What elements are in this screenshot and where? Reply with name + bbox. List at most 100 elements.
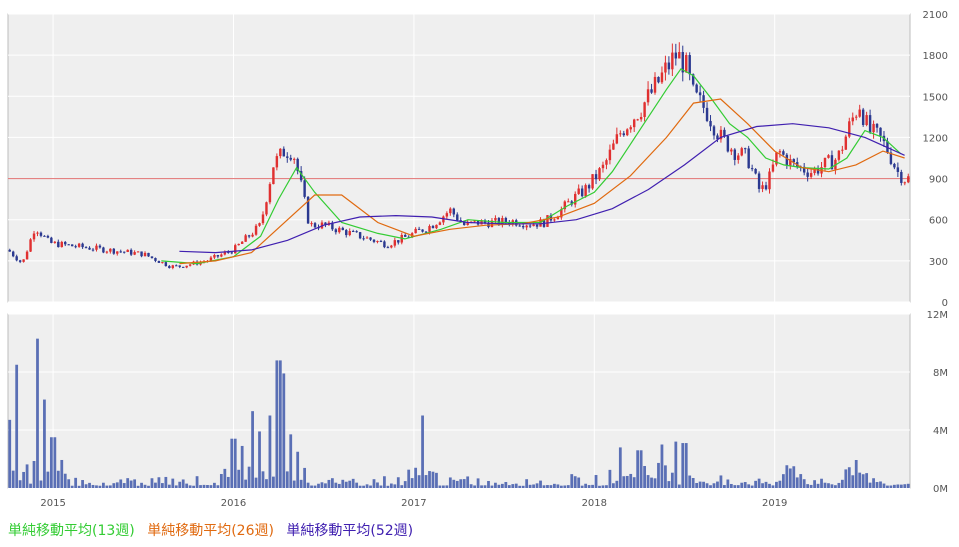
candle-body xyxy=(417,228,421,230)
volume-bar xyxy=(820,478,823,488)
volume-plot-area xyxy=(7,313,911,489)
legend-ma26: 単純移動平均(26週) xyxy=(147,523,274,539)
volume-bar xyxy=(535,483,539,488)
candle-body xyxy=(185,265,188,268)
volume-bar xyxy=(133,479,137,488)
volume-bar xyxy=(417,475,421,488)
candle-body xyxy=(841,149,844,151)
volume-bar xyxy=(781,474,785,488)
volume-y-tick-label: 8M xyxy=(933,368,948,379)
candle-body xyxy=(594,174,598,180)
candle-body xyxy=(230,252,233,254)
volume-bar xyxy=(337,483,341,488)
volume-bar xyxy=(549,485,553,488)
candle-body xyxy=(445,213,449,217)
volume-bar xyxy=(150,478,154,488)
volume-bar xyxy=(209,485,213,488)
candle-body xyxy=(646,89,650,103)
volume-bar xyxy=(393,484,397,488)
volume-bar xyxy=(88,482,91,488)
candle-body xyxy=(816,167,820,174)
candle-body xyxy=(237,243,240,246)
candle-body xyxy=(29,239,32,252)
candle-body xyxy=(785,154,789,166)
candle-body xyxy=(643,102,646,117)
volume-bar xyxy=(306,482,310,488)
candle-body xyxy=(119,251,122,253)
volume-bar xyxy=(223,468,227,488)
volume-bar xyxy=(216,485,220,488)
candle-body xyxy=(313,223,317,228)
candle-body xyxy=(896,167,900,172)
volume-bar xyxy=(421,415,424,488)
candle-body xyxy=(456,214,459,221)
candle-body xyxy=(809,173,813,177)
volume-bar xyxy=(414,467,418,488)
candle-body xyxy=(712,126,716,136)
volume-bar xyxy=(341,479,345,488)
volume-bar xyxy=(899,484,903,488)
volume-bar xyxy=(677,484,681,488)
candle-body xyxy=(768,171,771,190)
candle-body xyxy=(900,171,903,183)
x-tick-label: 2015 xyxy=(40,498,65,509)
volume-bar xyxy=(823,482,827,488)
volume-bar xyxy=(778,480,782,488)
candle-body xyxy=(338,227,341,233)
price-candles xyxy=(8,42,910,270)
candle-body xyxy=(716,135,719,140)
volume-bar xyxy=(653,478,657,488)
candle-body xyxy=(518,225,521,227)
volume-bar xyxy=(296,451,300,488)
candle-body xyxy=(286,156,289,158)
volume-bar xyxy=(383,476,386,488)
candle-body xyxy=(390,245,393,248)
candle-body xyxy=(802,166,806,173)
volume-bar xyxy=(771,485,775,488)
candle-body xyxy=(345,230,348,236)
volume-bar xyxy=(43,399,46,488)
volume-bar xyxy=(424,475,428,488)
volume-bar xyxy=(834,485,837,488)
candle-body xyxy=(691,74,695,85)
volume-bar xyxy=(716,481,719,488)
volume-bar xyxy=(546,485,549,488)
volume-bar xyxy=(660,444,664,488)
volume-bar xyxy=(126,478,130,488)
candle-body xyxy=(74,246,77,248)
volume-bar xyxy=(865,473,869,488)
volume-bar xyxy=(213,482,216,488)
candle-body xyxy=(365,237,369,239)
volume-bar xyxy=(389,483,393,488)
volume-bar xyxy=(587,485,591,488)
candle-body xyxy=(171,265,175,268)
volume-bar xyxy=(219,473,223,488)
volume-bar xyxy=(254,477,258,488)
candle-body xyxy=(747,148,750,169)
candle-body xyxy=(525,225,528,228)
volume-bar xyxy=(539,480,542,488)
candle-body xyxy=(140,251,143,257)
volume-bar xyxy=(25,464,29,488)
volume-bar xyxy=(723,485,726,488)
legend-ma13: 単純移動平均(13週) xyxy=(8,523,135,539)
volume-bar xyxy=(462,479,466,488)
candle-body xyxy=(268,184,272,203)
volume-bar xyxy=(91,484,95,488)
volume-bar xyxy=(657,462,660,488)
price-panel: 0 300 600 900 1200 1500 1800 2100 xyxy=(7,10,948,309)
volume-bar xyxy=(188,485,192,488)
candle-body xyxy=(227,251,230,253)
volume-bar xyxy=(164,476,168,488)
candle-body xyxy=(303,180,306,197)
candle-body xyxy=(421,229,424,232)
volume-bar xyxy=(147,485,150,488)
volume-bar xyxy=(403,481,407,488)
volume-bar xyxy=(226,476,230,488)
volume-bar xyxy=(632,477,636,488)
candle-body xyxy=(528,225,532,227)
candle-body xyxy=(129,249,133,255)
volume-bar xyxy=(455,480,459,488)
candle-body xyxy=(657,76,660,83)
candle-body xyxy=(181,266,185,268)
